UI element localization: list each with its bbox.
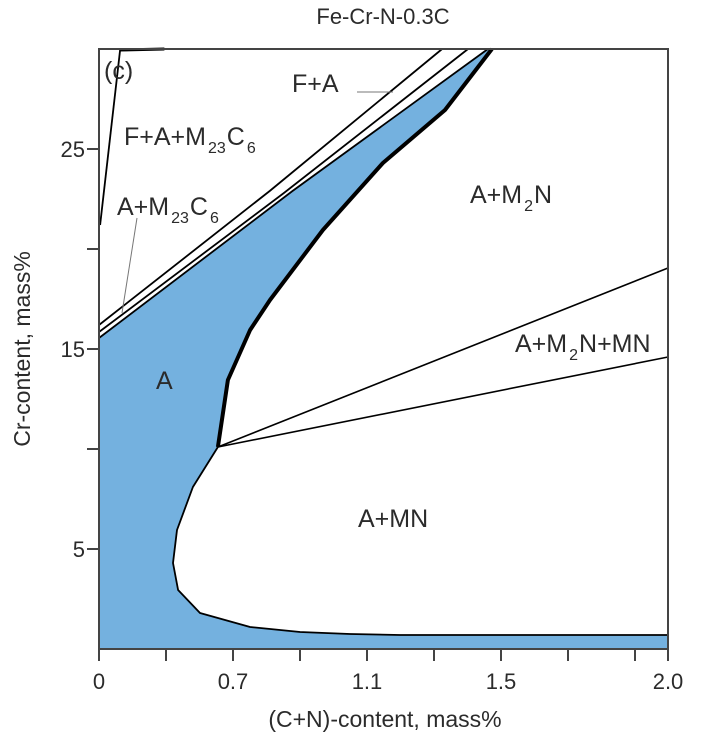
region-label-amn: A+MN — [358, 505, 428, 533]
region-label-am2nmn: A+M 2N+MN — [515, 330, 651, 364]
region-label-a: A — [156, 367, 173, 395]
y-tick-label: 15 — [61, 337, 85, 362]
x-tick-label: 1.1 — [352, 669, 383, 694]
plot-area: 0 0.7 1.1 1.5 2.0 5 15 25 F+A F+A+M 23C 6 A+M 23C 6 A+M… — [61, 47, 684, 694]
x-tick-label: 0 — [93, 669, 105, 694]
region-label-fa: F+A — [292, 70, 339, 98]
a-mn-boundary — [172, 446, 668, 636]
m2n-mn-upper-boundary — [217, 267, 669, 448]
x-axis-label: (C+N)-content, mass% — [268, 706, 501, 732]
m23c6-boundary-inner — [98, 48, 469, 333]
panel-label: (c) — [104, 57, 133, 85]
ferrite-boundary — [99, 49, 121, 226]
x-tick-label: 1.5 — [486, 669, 517, 694]
region-label-fam23c6: F+A+M 23C 6 — [124, 123, 256, 157]
region-label-am23c6: A+M 23C 6 — [117, 193, 219, 227]
x-tick-label: 2.0 — [653, 669, 684, 694]
y-tick-label: 5 — [73, 537, 85, 562]
chart-title: Fe-Cr-N-0.3C — [316, 4, 449, 29]
y-tick-label: 25 — [61, 137, 85, 162]
m23c6-boundary-outer — [98, 48, 443, 326]
m2n-mn-lower-boundary — [217, 356, 669, 448]
x-tick-label: 0.7 — [218, 669, 249, 694]
austenite-region — [99, 49, 668, 649]
am23c6-leader-line — [121, 217, 138, 314]
a-m2n-boundary — [215, 47, 494, 448]
y-axis-label: Cr-content, mass% — [9, 251, 35, 447]
region-label-am2n: A+M 2N — [470, 181, 552, 215]
a-upper-boundary — [98, 48, 489, 339]
